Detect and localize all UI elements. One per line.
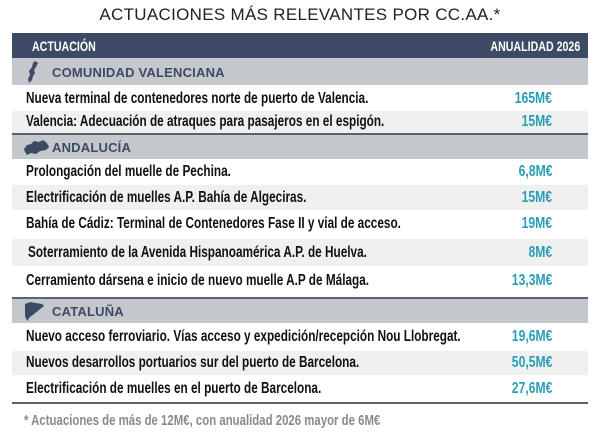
table-row: Prolongación del muelle de Pechina. 6,8M… [26, 163, 552, 180]
valencia-map-icon [28, 61, 38, 83]
actuaciones-table: ACTUACIÓN ANUALIDAD 2026 COMUNIDAD VALEN… [12, 33, 588, 404]
table-header: ACTUACIÓN ANUALIDAD 2026 [12, 33, 588, 58]
divider [12, 402, 588, 404]
andalucia-map-icon [24, 140, 49, 155]
header-actuacion: ACTUACIÓN [32, 38, 96, 54]
table-row: Electrificación de muelles en el puerto … [26, 380, 552, 397]
table-row: Cerramiento dársena e inicio de nuevo mu… [26, 272, 552, 289]
section-comunidad-valenciana: COMUNIDAD VALENCIANA [12, 58, 588, 85]
section-andalucia: ANDALUCÍA [12, 135, 588, 159]
section-cataluna: CATALUÑA [12, 299, 588, 323]
table-row: Soterramiento de la Avenida Hispanoaméri… [12, 239, 588, 266]
page-title: ACTUACIONES MÁS RELEVANTES POR CC.AA.* [99, 5, 501, 24]
table-row: Bahía de Cádiz: Terminal de Contenedores… [26, 215, 552, 232]
table-row: Nuevos desarrollos portuarios sur del pu… [12, 351, 588, 375]
table-row: Nueva terminal de contenedores norte de … [26, 90, 552, 107]
table-row: Nuevo acceso ferroviario. Vías acceso y … [26, 328, 552, 345]
table-row: Valencia: Adecuación de atraques para pa… [12, 111, 588, 133]
table-row: Electrificación de muelles A.P. Bahía de… [12, 185, 588, 210]
divider [12, 133, 588, 135]
header-anualidad: ANUALIDAD 2026 [490, 38, 580, 54]
footnote: * Actuaciones de más de 12M€, con anuali… [24, 412, 381, 429]
cataluna-map-icon [25, 302, 44, 321]
divider [12, 297, 588, 299]
